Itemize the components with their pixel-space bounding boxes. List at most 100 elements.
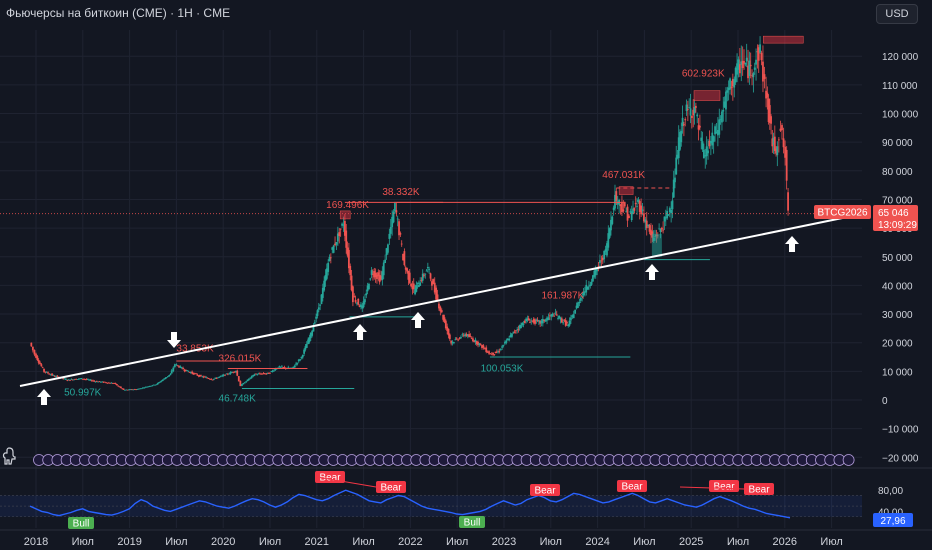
candle-body	[734, 67, 737, 83]
candle-body	[748, 60, 751, 76]
candle-body	[557, 318, 559, 319]
candle-body	[143, 387, 146, 389]
candle-body	[644, 219, 647, 223]
candle-body	[74, 378, 77, 380]
candle-body	[664, 217, 667, 219]
candle-body	[737, 59, 740, 70]
candle-body	[520, 324, 522, 329]
candle-body	[325, 268, 328, 279]
candle-body	[110, 382, 113, 384]
time-tick-label: Июл	[165, 536, 187, 548]
candle-body	[321, 287, 324, 298]
candle-body	[140, 388, 143, 390]
candle-body	[76, 379, 79, 380]
candle-body	[723, 101, 726, 108]
arrow-shape	[785, 236, 799, 252]
candle-body	[697, 125, 700, 130]
candle-body	[777, 139, 780, 141]
candle-body	[457, 339, 460, 341]
candle-body	[361, 305, 364, 309]
candle-body	[106, 382, 109, 384]
candle-body	[558, 315, 561, 319]
candle-body	[205, 377, 208, 379]
candle-body	[416, 282, 419, 284]
candle-body	[178, 366, 180, 368]
candle-body	[282, 367, 285, 368]
candle-body	[139, 388, 142, 390]
candle-body	[614, 194, 616, 209]
candle-body	[109, 382, 112, 384]
candle-body	[765, 90, 767, 99]
candle-body	[309, 332, 312, 339]
candle-body	[334, 243, 336, 246]
candle-body	[342, 224, 345, 226]
candle-body	[243, 382, 246, 384]
price-tick-label: 120 000	[882, 52, 919, 63]
candle-body	[679, 131, 681, 150]
candle-body	[248, 378, 250, 380]
candle-body	[482, 345, 485, 348]
candle-body	[529, 322, 531, 324]
candle-body	[431, 281, 433, 286]
candle-body	[377, 272, 380, 277]
candle-body	[45, 371, 48, 373]
candle-body	[180, 367, 183, 369]
trendline	[19, 213, 863, 387]
candle-body	[522, 324, 525, 325]
time-tick-label: 2025	[679, 536, 703, 548]
candle-body	[261, 373, 264, 375]
candle-body	[301, 354, 304, 358]
candle-body	[350, 275, 353, 291]
annotations: 169.496K 38.332K 467.031K 602.923K 161.987K 3…	[64, 68, 725, 404]
candle-body	[693, 107, 696, 114]
candle-body	[634, 203, 637, 205]
candle-body	[296, 362, 299, 364]
candle-body	[376, 274, 378, 280]
candle-body	[197, 375, 200, 377]
candle-body	[516, 329, 519, 331]
candle-body	[554, 312, 557, 314]
candle-body	[508, 338, 511, 341]
bear-label-text: Bear	[713, 482, 735, 493]
candle-body	[380, 276, 382, 280]
candle-body	[144, 386, 147, 388]
time-tick-label: Июл	[633, 536, 655, 548]
candle-body	[776, 146, 779, 156]
candle-body	[396, 218, 399, 220]
event-marker-icon[interactable]	[842, 454, 855, 466]
candle-body	[745, 57, 748, 62]
candle-body	[698, 125, 701, 128]
candle-body	[585, 284, 588, 293]
candle-body	[530, 320, 533, 322]
candle-body	[667, 214, 670, 216]
candle-body	[740, 61, 743, 65]
candle-body	[577, 302, 579, 308]
candle-body	[586, 286, 589, 290]
candle-body	[672, 179, 675, 198]
candle-body	[606, 243, 608, 256]
candle-body	[388, 233, 391, 239]
currency-button[interactable]: USD	[876, 4, 918, 24]
candle-body	[439, 306, 442, 312]
bull-label-text: Bull	[464, 518, 481, 529]
candle-body	[279, 366, 282, 368]
candle-body	[705, 146, 708, 157]
candle-body	[250, 376, 253, 378]
candle-body	[546, 317, 548, 321]
candle-body	[193, 373, 196, 375]
candle-body	[270, 371, 273, 372]
candle-body	[574, 309, 577, 314]
candle-body	[92, 380, 94, 382]
candle-body	[513, 331, 516, 333]
candle-body	[283, 367, 286, 369]
candle-body	[622, 209, 625, 212]
candle-body	[451, 341, 454, 344]
candle-body	[372, 273, 374, 275]
candle-body	[612, 207, 615, 210]
candle-body	[440, 310, 443, 313]
candle-body	[319, 304, 322, 306]
time-tick-label: 2020	[211, 536, 235, 548]
candle-body	[128, 389, 131, 391]
candle-body	[332, 245, 335, 253]
